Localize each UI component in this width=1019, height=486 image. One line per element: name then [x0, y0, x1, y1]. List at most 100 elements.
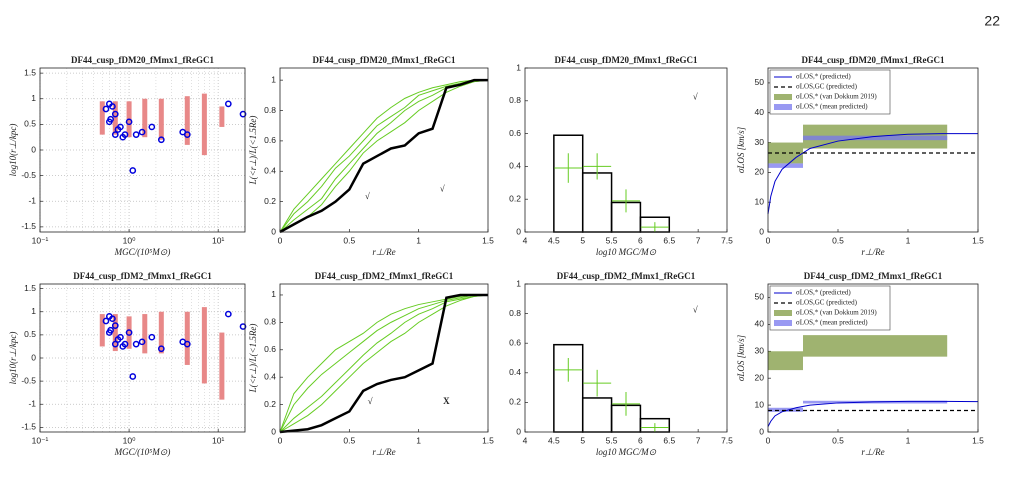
y-tick-label: 0.8: [509, 95, 521, 105]
legend-swatch: [774, 310, 792, 316]
x-tick-label: 4: [523, 235, 528, 245]
y-tick-label: 1: [516, 278, 521, 288]
x-tick-label: 6: [638, 435, 643, 445]
y-tick-label: 30: [755, 137, 765, 147]
x-tick-label: 0: [278, 435, 283, 445]
axes-frame: [524, 283, 728, 433]
panel: 4 4.5 5 5.5 6 6.5 7 7.5 0 0.2 0.4 0.6 0.8 1 DF44_cusp_…: [509, 271, 733, 457]
y-tick-label: 0: [759, 226, 764, 236]
axes-frame: [39, 283, 246, 433]
x-tick-label: 1: [416, 435, 421, 445]
page-number: 22: [984, 13, 1000, 29]
x-tick-label: 1: [906, 235, 911, 245]
x-tick-label: 1: [416, 235, 421, 245]
gc-point: [138, 128, 146, 136]
y-tick-label: 1.5: [24, 283, 36, 293]
range-bar: [201, 93, 207, 156]
x-tick-label: 10⁻¹: [32, 235, 49, 245]
x-tick-label: 0: [766, 435, 771, 445]
gc-point: [111, 131, 119, 138]
y-tick-label: 1: [516, 62, 521, 72]
x-tick-label: 0.5: [343, 235, 355, 245]
y-tick-label: 40: [755, 319, 765, 329]
legend-label: σLOS,GC (predicted): [796, 299, 858, 307]
range-bar: [184, 96, 190, 145]
y-tick-label: 10: [755, 196, 765, 206]
y-tick-label: 0.6: [264, 135, 276, 145]
x-tick-label: 0.5: [832, 235, 844, 245]
series-line: [767, 400, 979, 427]
series-line: [279, 78, 488, 234]
y-tick-label: 0.8: [509, 308, 521, 318]
x-tick-label: 0: [278, 235, 283, 245]
y-axis-label: L(<r⊥)/L(<1.5Re): [248, 116, 258, 186]
y-tick-label: 0.4: [509, 367, 521, 377]
legend-label: σLOS,* (predicted): [796, 73, 851, 81]
y-tick-label: 1: [31, 93, 36, 103]
axes-frame: [767, 283, 979, 433]
y-tick-label: -1: [28, 399, 36, 409]
x-tick-label: 10¹: [212, 435, 224, 445]
range-bar: [99, 101, 105, 135]
y-tick-label: -0.5: [21, 375, 36, 385]
annotation: √: [693, 92, 698, 102]
series-line: [279, 79, 488, 233]
gc-point: [129, 167, 137, 174]
gc-point: [239, 323, 247, 330]
panel: 10⁻¹ 10⁰ 10¹ -1.5 -1 -0.5 0 0.5 1 1.5 DF44_cusp_fD…: [8, 55, 247, 257]
x-tick-label: 10⁰: [123, 235, 136, 245]
x-tick-label: 4: [523, 435, 528, 445]
x-tick-label: 5.5: [606, 435, 618, 445]
gc-point: [224, 310, 232, 318]
gc-point: [111, 110, 119, 118]
y-tick-label: 40: [755, 107, 765, 117]
series-line: [279, 294, 489, 433]
range-bar: [126, 316, 132, 349]
y-tick-label: 1: [31, 306, 36, 316]
axes-frame: [39, 67, 246, 233]
range-bar: [158, 311, 164, 354]
y-tick-label: 1.5: [24, 67, 36, 77]
x-tick-label: 0.5: [832, 435, 844, 445]
x-tick-label: 1.5: [482, 435, 494, 445]
legend-label: σLOS,* (van Dokkum 2019): [796, 309, 877, 317]
range-bar: [219, 332, 225, 400]
x-tick-label: 5: [580, 235, 585, 245]
y-tick-label: 0: [516, 426, 521, 436]
band: [768, 351, 803, 371]
band: [803, 335, 948, 357]
gc-point: [121, 131, 129, 138]
y-tick-label: -1.5: [21, 221, 36, 231]
range-bar: [99, 314, 105, 347]
annotation: X: [443, 396, 450, 406]
axes-frame: [279, 283, 489, 433]
y-axis-label: log10(r⊥/kpc): [8, 124, 18, 177]
series-line: [279, 79, 488, 233]
gc-point: [183, 340, 191, 348]
gc-point: [107, 326, 114, 334]
axes-frame: [524, 67, 728, 233]
x-tick-label: 1: [906, 435, 911, 445]
panel: 4 4.5 5 5.5 6 6.5 7 7.5 0 0.2 0.4 0.6 0.8 1 DF44_cusp_…: [509, 55, 733, 257]
y-tick-label: -0.5: [21, 170, 36, 180]
legend-swatch: [774, 94, 792, 100]
x-tick-label: 7: [696, 435, 701, 445]
panel-title: DF44_cusp_fDM20_fMmx1_fReGC1: [555, 55, 698, 65]
x-axis-label: MGC/(10⁵M⊙): [114, 447, 171, 457]
panel: 0 0.5 1 1.5 0 0.2 0.4 0.6 0.8 1 DF44_cusp_fDM20_fM…: [248, 55, 494, 257]
y-tick-label: 0.4: [264, 166, 276, 176]
gc-point: [117, 123, 124, 131]
y-tick-label: 0.6: [509, 337, 521, 347]
axes-frame: [767, 67, 979, 233]
series-line: [279, 294, 489, 433]
y-tick-label: 0.2: [264, 196, 276, 206]
band: [768, 407, 803, 412]
x-axis-label: log10 MGC/M⊙: [596, 447, 657, 457]
legend-swatch: [774, 320, 792, 326]
gc-point: [132, 131, 140, 138]
x-axis-label: r⊥/Re: [372, 447, 395, 457]
range-bar: [201, 307, 207, 384]
legend-label: σLOS,GC (predicted): [796, 83, 858, 91]
y-tick-label: 20: [755, 167, 765, 177]
y-tick-label: 0: [516, 226, 521, 236]
